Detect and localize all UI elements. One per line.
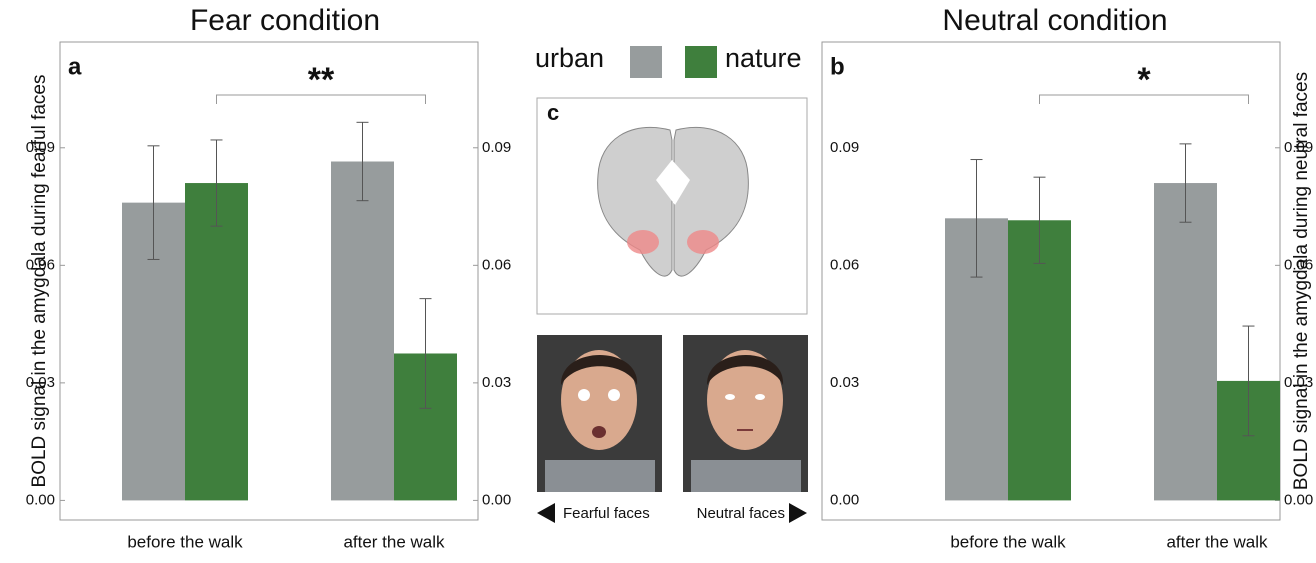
- x-tick-label: before the walk: [950, 532, 1066, 551]
- panel-label: c: [547, 100, 559, 125]
- arrow-right: [789, 503, 807, 523]
- image-caption: Neutral faces: [697, 505, 785, 522]
- significance-bracket: [1039, 94, 1249, 104]
- plot-frame: [821, 41, 1281, 521]
- plot-frame: [59, 41, 479, 521]
- x-tick-label: after the walk: [1166, 532, 1268, 551]
- legend-swatch: [630, 46, 662, 78]
- y-tick-label: 0.00: [830, 491, 859, 508]
- chart-title: Fear condition: [190, 4, 380, 37]
- y-tick-label: 0.09: [482, 139, 511, 156]
- y-tick-label: 0.00: [482, 491, 511, 508]
- y-tick-label: 0.03: [482, 374, 511, 391]
- y-tick-label: 0.09: [26, 139, 55, 156]
- legend-label: urban: [535, 43, 604, 73]
- y-tick-label: 0.06: [26, 256, 55, 273]
- y-tick-label: 0.00: [1284, 491, 1313, 508]
- y-tick-label: 0.03: [26, 374, 55, 391]
- x-tick-label: after the walk: [343, 532, 445, 551]
- x-tick-label: before the walk: [127, 532, 243, 551]
- y-tick-label: 0.03: [830, 374, 859, 391]
- y-tick-label: 0.06: [482, 256, 511, 273]
- bar: [185, 183, 248, 501]
- chart-title: Neutral condition: [942, 4, 1167, 37]
- significance-label: **: [308, 61, 335, 99]
- y-tick-label: 0.06: [830, 256, 859, 273]
- legend-swatch: [685, 46, 717, 78]
- y-tick-label: 0.09: [1284, 139, 1313, 156]
- y-tick-label: 0.06: [1284, 256, 1313, 273]
- y-tick-label: 0.09: [830, 139, 859, 156]
- legend-label: nature: [725, 43, 802, 73]
- bar: [331, 161, 394, 501]
- panel-label: a: [68, 53, 82, 80]
- fearful-face-image: [537, 335, 662, 492]
- bar: [1008, 220, 1071, 501]
- panel-label: b: [830, 53, 845, 80]
- image-caption: Fearful faces: [563, 505, 650, 522]
- significance-bracket: [216, 94, 426, 104]
- y-axis-label: BOLD signal in the amygdala during neutr…: [1291, 72, 1312, 490]
- y-tick-label: 0.03: [1284, 374, 1313, 391]
- significance-label: *: [1137, 61, 1151, 99]
- neutral-face-image: [683, 335, 808, 492]
- y-axis-label: BOLD signal in the amygdala during fearf…: [29, 75, 50, 488]
- y-tick-label: 0.00: [26, 491, 55, 508]
- brain-slice: [597, 126, 749, 277]
- bar: [1154, 183, 1217, 501]
- arrow-left: [537, 503, 555, 523]
